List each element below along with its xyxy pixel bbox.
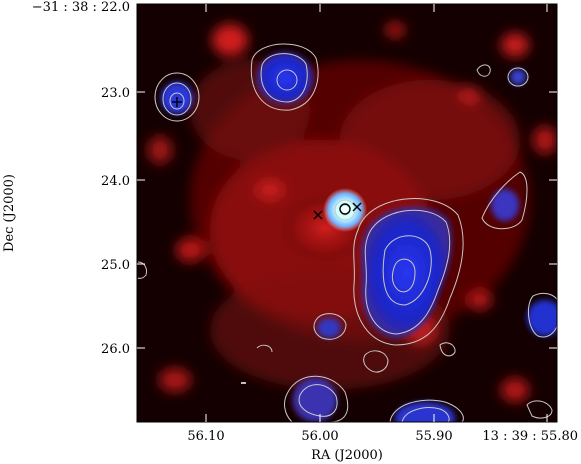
central-bright-source [323,188,367,232]
source-markers [172,97,362,220]
x-tick-label: 56.10 [187,429,224,444]
y-tick-label: 24.0 [101,174,130,189]
tick-marks [137,4,557,422]
x-tick-label: 56.00 [301,429,338,444]
contours [137,43,557,422]
circle-marker-icon [339,203,351,215]
x-marker-left-icon [313,210,323,220]
corner-dec-label: −31 : 38 : 22.0 [32,0,130,15]
y-tick-label: 26.0 [101,342,130,357]
y-tick-label: 23.0 [101,86,130,101]
x-tick-label: 55.90 [415,429,452,444]
plot-frame [136,3,558,423]
x-axis-title: RA (J2000) [311,448,383,463]
x-tick-label: 13 : 39 : 55.80 [482,429,578,444]
image-panel [137,4,557,422]
y-axis-title: Dec (J2000) [2,174,17,252]
y-tick-label: 25.0 [101,258,130,273]
x-marker-right-icon [352,202,362,212]
blue-sources [161,52,557,422]
plus-marker-icon [172,97,182,107]
